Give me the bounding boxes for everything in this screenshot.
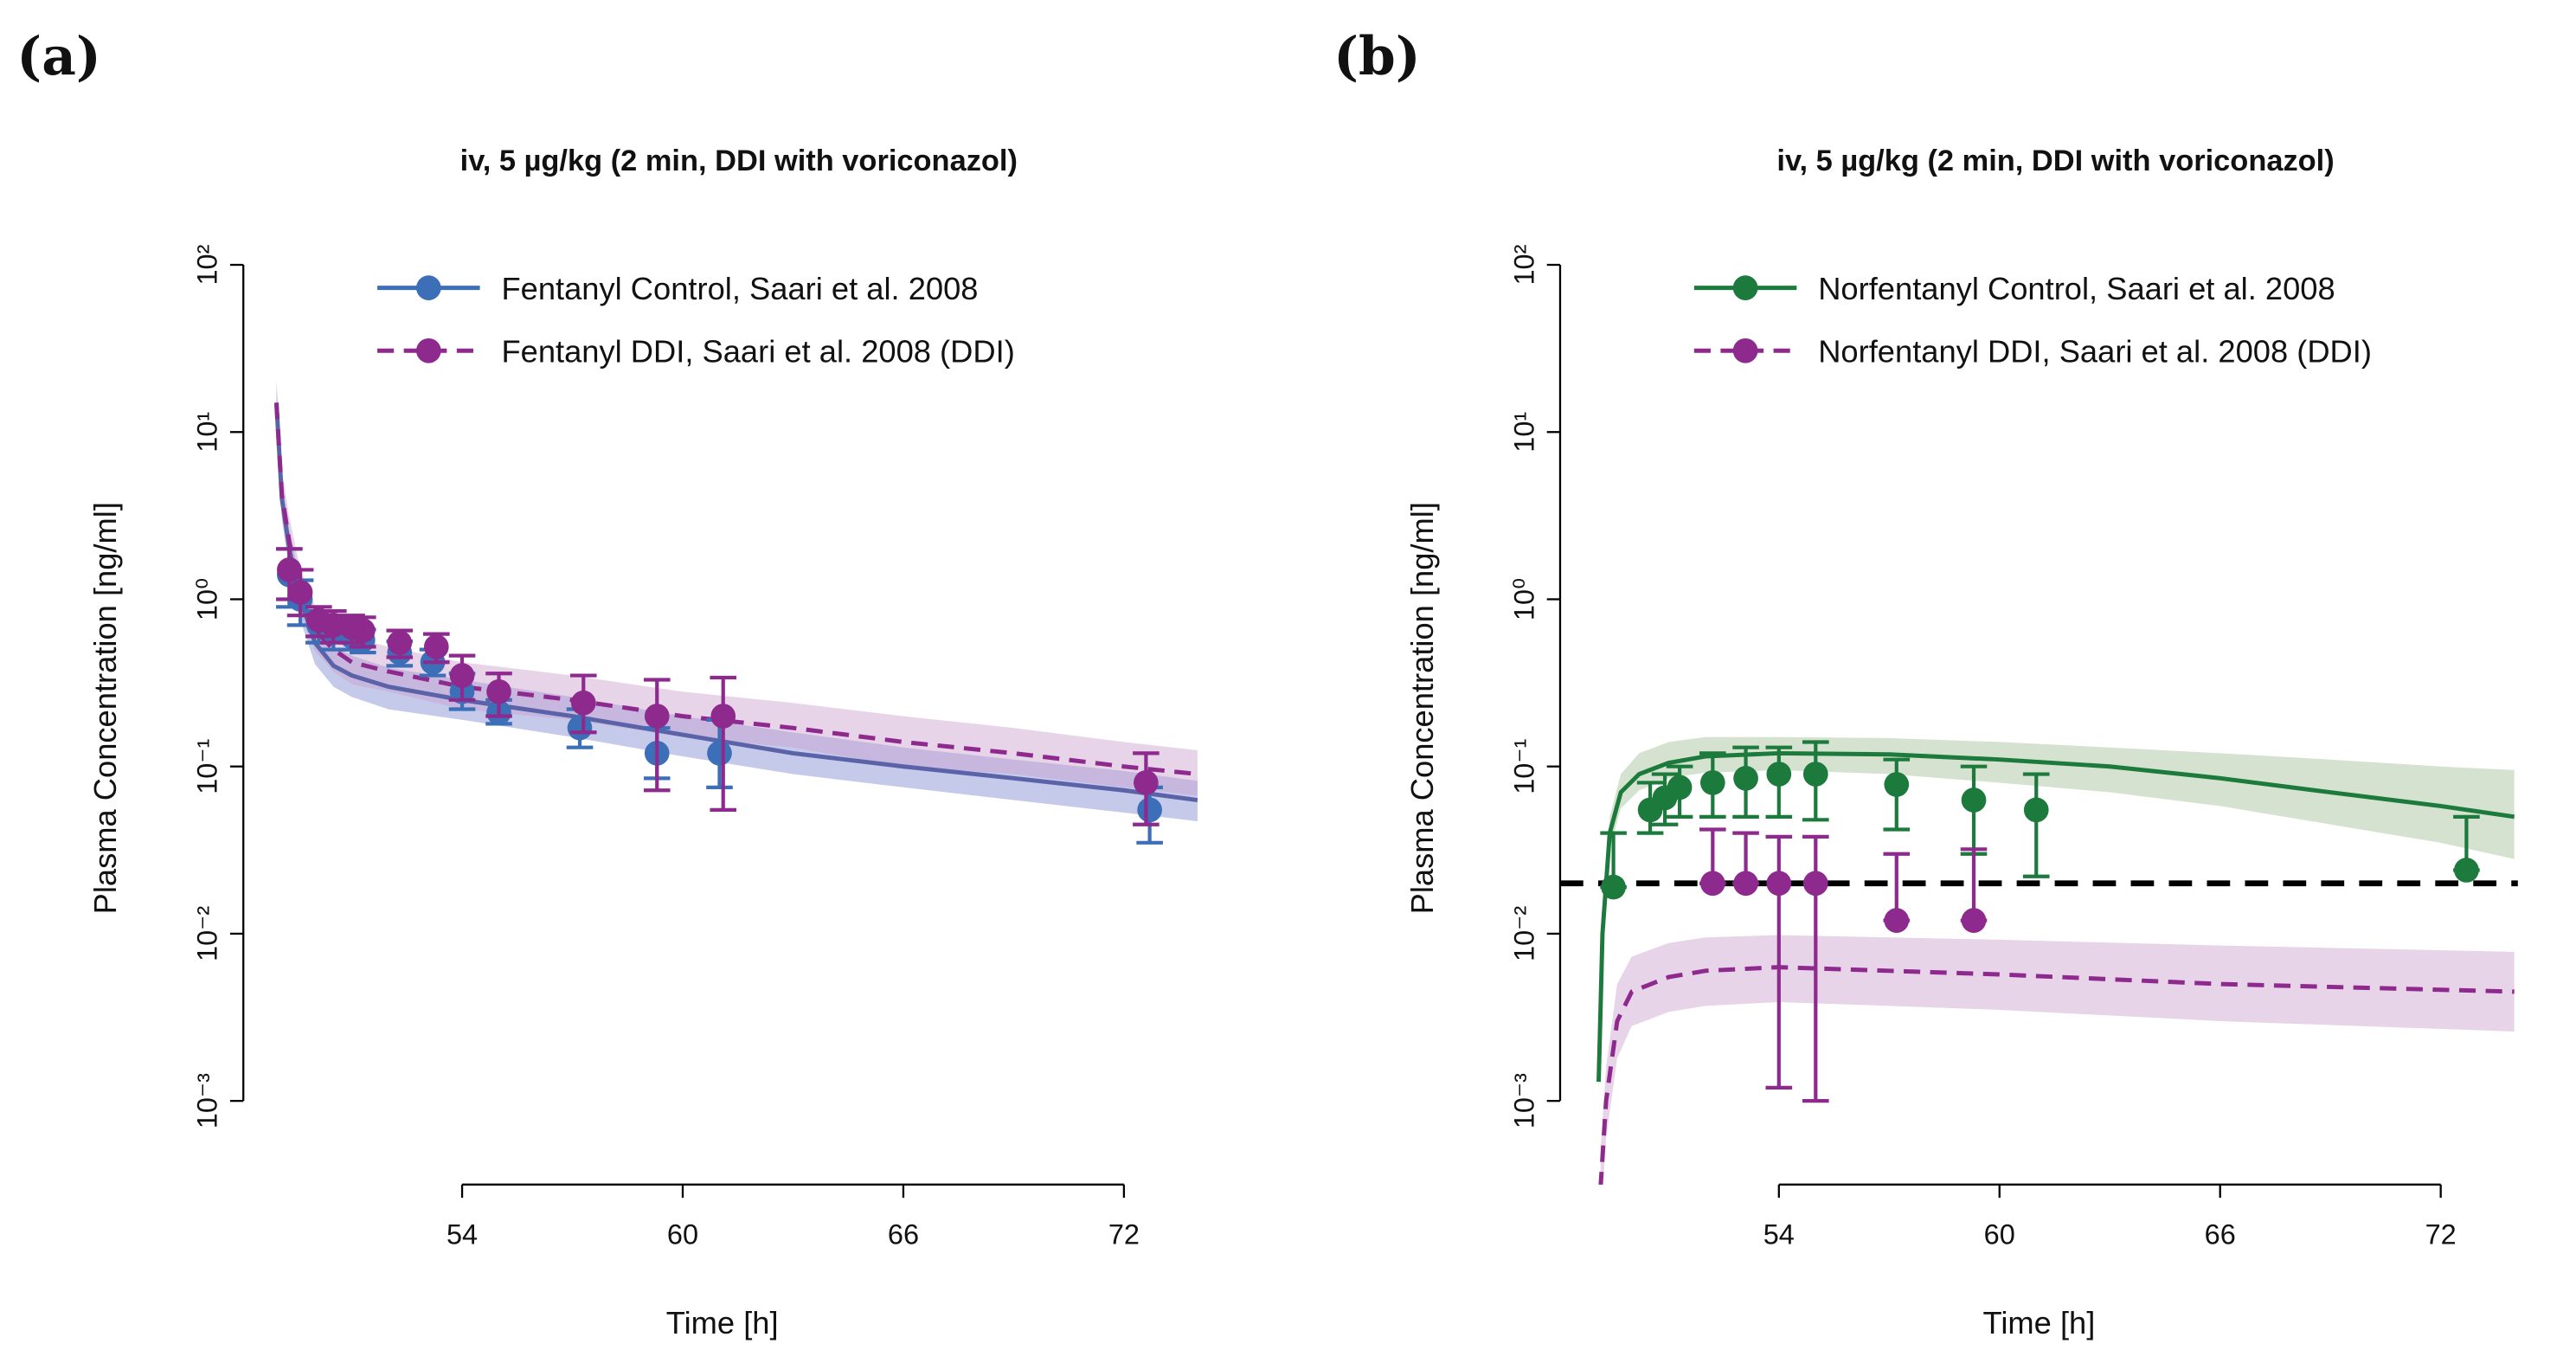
legend-marker [416,275,441,300]
y-tick-label: 10⁻³ [192,1073,223,1128]
observed-point [449,663,475,688]
x-tick-label: 54 [446,1219,478,1250]
observed-point [1733,766,1758,791]
x-tick-label: 72 [2425,1219,2457,1250]
y-tick-label: 10⁻¹ [1508,738,1539,794]
prediction-band [276,378,1198,796]
y-tick-label: 10⁰ [1508,578,1539,620]
observed-point [387,630,413,655]
observed-point [1601,874,1626,900]
observed-point [1134,770,1159,795]
plot-area [1559,736,2518,1185]
observed-point [486,678,511,704]
y-tick-label: 10⁻² [192,906,223,961]
y-axis-label: Plasma Concentration [ng/ml] [87,502,123,914]
plot-area [273,378,1198,845]
observed-point [320,613,346,638]
observed-point [287,580,313,605]
panel-label: (b) [1333,26,1421,87]
y-tick-label: 10¹ [192,412,223,453]
observed-point [1733,871,1758,897]
y-tick-label: 10⁰ [192,578,223,620]
error-bar [643,678,671,793]
y-tick-label: 10⁻² [1508,906,1539,961]
chart-title: iv, 5 µg/kg (2 min, DDI with voriconazol… [1776,145,2334,177]
legend-label: Fentanyl DDI, Saari et al. 2008 (DDI) [501,334,1014,370]
observed-point [1667,775,1693,800]
legend-label: Norfentanyl DDI, Saari et al. 2008 (DDI) [1818,334,2372,370]
y-tick-label: 10⁻³ [1508,1073,1539,1128]
x-tick-label: 60 [667,1219,698,1250]
y-tick-label: 10⁻¹ [192,738,223,794]
observed-point [1961,908,1987,933]
x-axis-label: Time [h] [666,1305,779,1340]
simulation-line [1598,965,2515,1185]
observed-point [644,704,670,729]
panel-label: (a) [16,26,100,87]
observed-point [1802,762,1828,787]
observed-point [1884,772,1910,797]
observed-point [707,741,732,766]
prediction-band [1598,736,2515,1095]
observed-point [710,704,736,729]
observed-point [276,557,302,582]
y-axis-label: Plasma Concentration [ng/ml] [1404,502,1440,914]
x-tick-label: 66 [888,1219,919,1250]
chart-title: iv, 5 µg/kg (2 min, DDI with voriconazol… [460,145,1018,177]
error-bar [2022,772,2050,878]
observed-point [1802,871,1828,897]
x-axis-label: Time [h] [1983,1305,2096,1340]
legend-marker [416,338,441,363]
observed-point [1766,762,1792,787]
observed-point [567,715,593,741]
x-tick-label: 54 [1763,1219,1795,1250]
legend-label: Norfentanyl Control, Saari et al. 2008 [1818,271,2335,306]
x-tick-label: 66 [2205,1219,2236,1250]
error-bar [710,675,737,812]
prediction-band [1600,935,2515,1185]
observed-point [423,634,449,659]
observed-point [1884,908,1910,933]
observed-point [1766,871,1792,897]
y-tick-label: 10² [1508,244,1539,285]
observed-point [570,690,596,716]
y-tick-label: 10¹ [1508,412,1539,453]
legend-marker [1732,338,1758,363]
observed-point [350,618,376,643]
observed-point [1699,871,1725,897]
legend-marker [1732,275,1758,300]
y-tick-label: 10² [192,244,223,285]
x-tick-label: 72 [1108,1219,1140,1250]
observed-point [2023,797,2049,823]
chart-panel: (a) iv, 5 µg/kg (2 min, DDI with voricona… [16,26,1198,1340]
observed-point [1961,788,1987,813]
x-tick-label: 60 [1984,1219,2015,1250]
observed-point [2454,858,2479,883]
observed-point [1699,770,1725,795]
observed-point [1137,797,1162,823]
chart-panel: (b) iv, 5 µg/kg (2 min, DDI with voricona… [1333,26,2518,1340]
legend-label: Fentanyl Control, Saari et al. 2008 [501,271,978,306]
